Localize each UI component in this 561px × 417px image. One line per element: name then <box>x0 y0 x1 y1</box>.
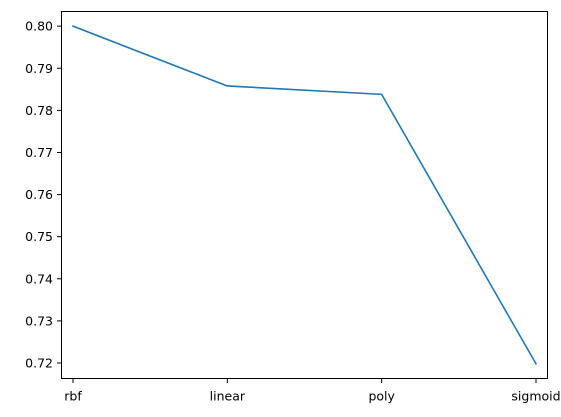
x-axis-ticks: rbf linear poly sigmoid <box>64 379 561 404</box>
y-tick-label: 0.73 <box>25 313 53 328</box>
y-tick-label: 0.79 <box>25 61 53 76</box>
x-tick-label: sigmoid <box>511 389 560 404</box>
plot-frame <box>61 11 548 379</box>
y-tick-label: 0.76 <box>25 187 53 202</box>
y-tick-label: 0.78 <box>25 103 53 118</box>
y-tick-label: 0.80 <box>25 19 53 34</box>
x-tick-label: rbf <box>64 389 82 404</box>
y-tick-label: 0.77 <box>25 145 53 160</box>
series-line <box>71 25 538 365</box>
x-tick-label: linear <box>210 389 246 404</box>
y-tick-label: 0.72 <box>25 356 53 371</box>
y-tick-label: 0.75 <box>25 229 53 244</box>
series-lines <box>71 25 538 365</box>
y-tick-label: 0.74 <box>25 271 53 286</box>
x-tick-label: poly <box>368 389 395 404</box>
y-axis-ticks: 0.72 0.73 0.74 0.75 0.76 0.77 0.78 0.79 0.80 <box>25 19 61 371</box>
